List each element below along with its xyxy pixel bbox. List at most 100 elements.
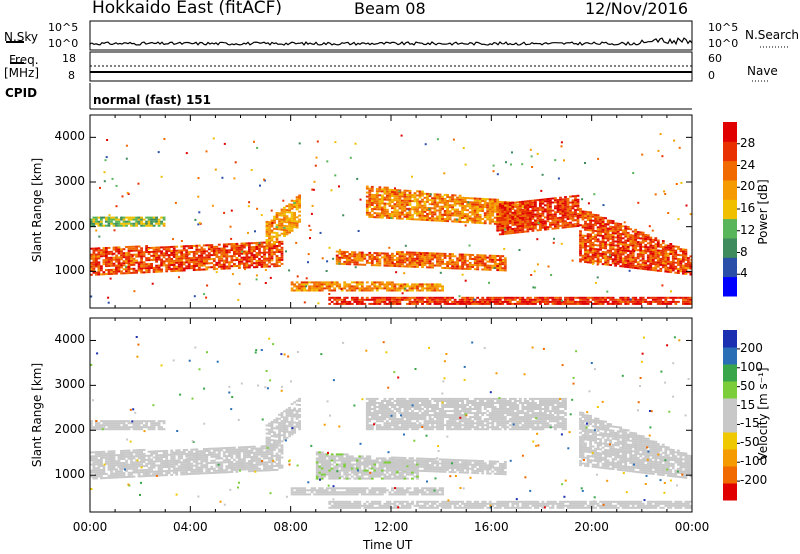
power-cell (273, 219, 276, 222)
power-cell (646, 242, 650, 245)
power-speck (552, 241, 555, 244)
power-cell (127, 272, 131, 275)
power-cell (621, 249, 625, 252)
power-cell (626, 256, 630, 258)
power-cell (90, 267, 93, 270)
power-cell (413, 210, 417, 213)
power-cell (396, 296, 399, 299)
power-cell (488, 260, 492, 263)
power-cell (614, 258, 617, 261)
velocity-cell (97, 475, 101, 478)
power-cell (576, 220, 580, 223)
power-cell (265, 239, 269, 241)
power-cell (631, 258, 635, 261)
power-cell (418, 202, 422, 205)
power-cell (661, 262, 665, 265)
power-cell (554, 296, 557, 299)
power-cell (210, 258, 214, 261)
power-cell (579, 224, 582, 227)
power-cell (501, 204, 505, 207)
power-cell (438, 201, 442, 204)
power-cell (107, 224, 111, 227)
power-cell (137, 218, 141, 221)
power-cell (664, 258, 668, 261)
power-cell (115, 254, 118, 257)
power-cell (408, 189, 412, 192)
power-cell (411, 285, 414, 288)
power-cell (629, 260, 633, 263)
power-cell (353, 285, 357, 288)
power-cell (421, 262, 424, 264)
power-cell (112, 258, 116, 261)
power-cell (501, 302, 505, 305)
power-cell (536, 223, 540, 226)
power-cell (478, 302, 482, 305)
power-cell (591, 229, 595, 232)
power-cell (616, 300, 620, 303)
power-cell (536, 199, 540, 202)
power-cell (107, 258, 111, 261)
power-cell (335, 296, 339, 299)
power-cell (481, 262, 485, 265)
power-cell (115, 258, 118, 261)
power-cell (112, 256, 116, 259)
power-cell (596, 218, 600, 221)
power-cell (418, 283, 422, 286)
power-cell (486, 204, 490, 207)
power-cell (609, 249, 612, 252)
power-cell (476, 215, 480, 218)
power-cell (596, 250, 600, 253)
power-cell (205, 258, 209, 261)
power-cell (481, 210, 485, 212)
power-cell (338, 256, 342, 259)
power-cell (293, 226, 296, 229)
power-cell (611, 252, 615, 255)
velocity-cell (95, 463, 98, 466)
power-cell (664, 254, 668, 257)
power-cell (177, 261, 181, 264)
power-cell (431, 201, 434, 204)
power-cell (416, 214, 419, 217)
power-cell (677, 262, 680, 264)
power-cell (431, 215, 434, 218)
power-cell (506, 206, 510, 209)
power-speck (258, 242, 261, 245)
power-speck (468, 244, 471, 247)
power-cell (604, 247, 607, 250)
velocity-cell (132, 455, 136, 458)
power-cell (498, 227, 502, 230)
power-cell (350, 302, 354, 305)
velocity-cell (220, 467, 224, 470)
power-cell (486, 266, 490, 269)
power-cell (639, 263, 643, 266)
power-cell (127, 220, 131, 223)
power-cell (501, 211, 505, 213)
power-cell (471, 219, 475, 222)
power-cell (413, 296, 417, 299)
power-cell (423, 260, 427, 263)
power-cell (95, 265, 98, 268)
velocity-cell (90, 463, 93, 466)
power-cell (516, 211, 520, 214)
power-cell (679, 270, 683, 273)
power-cell (122, 248, 126, 251)
power-cell (383, 252, 387, 255)
power-cell (398, 300, 402, 303)
power-cell (609, 251, 612, 254)
power-cell (313, 283, 316, 286)
power-cell (150, 250, 153, 253)
power-cell (162, 252, 166, 255)
power-cell (428, 217, 432, 220)
velocity-cell (190, 458, 194, 461)
power-cell (671, 249, 675, 252)
power-cell (195, 250, 199, 253)
velocity-cell (125, 476, 128, 478)
velocity-cell (177, 451, 181, 454)
power-cell (466, 209, 469, 212)
velocity-cell (95, 471, 98, 474)
power-cell (355, 261, 359, 264)
power-cell (110, 250, 113, 253)
power-cell (202, 260, 206, 263)
power-cell (506, 212, 510, 215)
power-cell (531, 221, 535, 224)
